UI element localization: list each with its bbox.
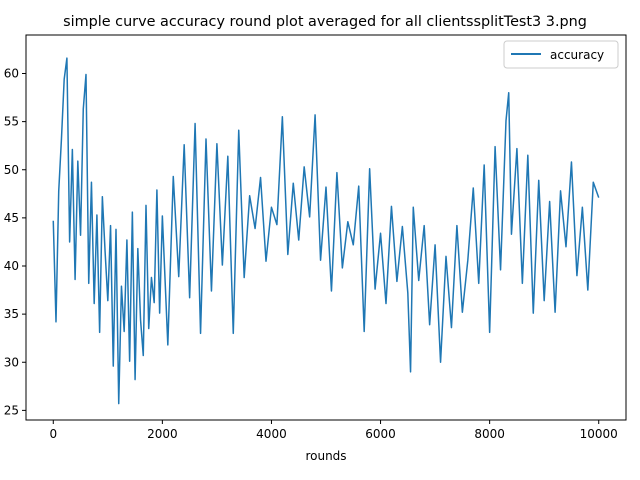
y-tick-label: 55 [4, 115, 19, 129]
y-tick-label: 25 [4, 403, 19, 417]
x-tick-label: 0 [49, 427, 57, 441]
x-tick-label: 2000 [147, 427, 178, 441]
y-tick-label: 60 [4, 67, 19, 81]
legend-box [503, 40, 619, 69]
plot-area [52, 57, 600, 405]
x-tick-label: 6000 [365, 427, 396, 441]
x-tick-label: 10000 [580, 427, 618, 441]
legend: accuracy [503, 40, 619, 69]
y-tick-label: 30 [4, 355, 19, 369]
y-axis: 25 30 35 40 45 50 55 60 [4, 67, 26, 417]
series-line-accuracy [52, 57, 600, 405]
y-tick-label: 35 [4, 307, 19, 321]
x-tick-label: 4000 [256, 427, 287, 441]
y-tick-label: 50 [4, 163, 19, 177]
axes-frame [25, 34, 627, 421]
legend-label-accuracy: accuracy [550, 48, 604, 62]
chart-title: simple curve accuracy round plot average… [63, 14, 587, 30]
x-axis: 0 2000 4000 6000 8000 10000 [49, 420, 618, 441]
x-tick-label: 8000 [474, 427, 505, 441]
y-tick-label: 40 [4, 259, 19, 273]
y-tick-label: 45 [4, 211, 19, 225]
x-axis-label: rounds [305, 449, 346, 463]
